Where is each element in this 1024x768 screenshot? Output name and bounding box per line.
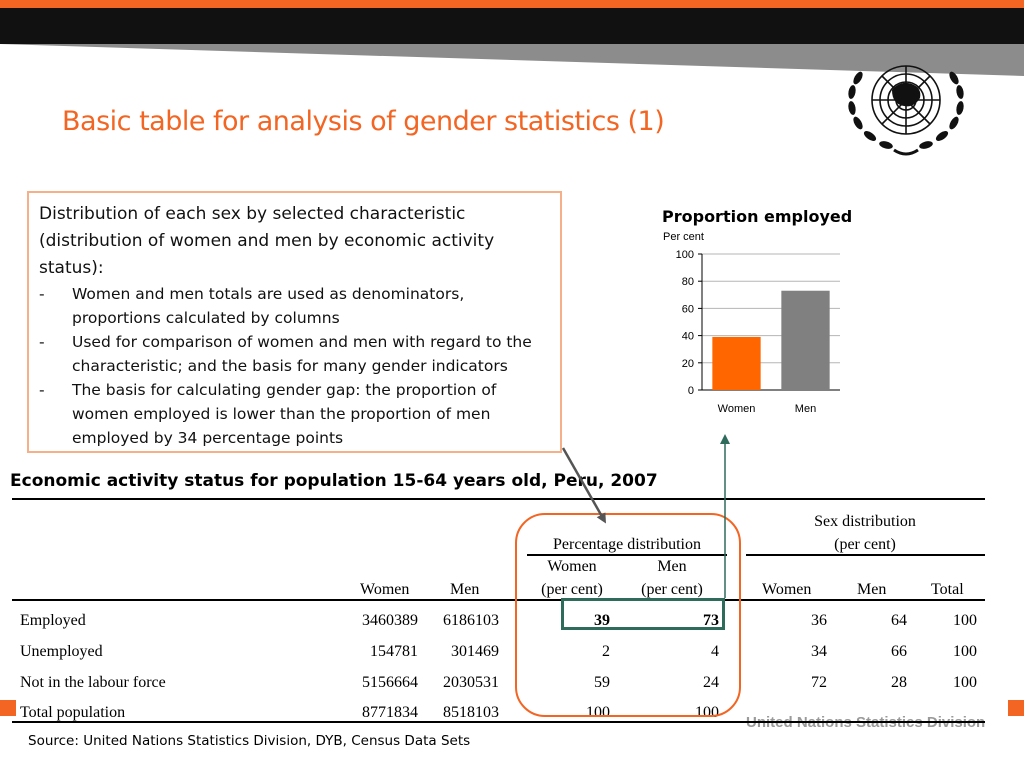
cell-sex-women: 34	[811, 643, 827, 660]
table-title: Economic activity status for population …	[10, 471, 658, 491]
note-bullet: - Women and men totals are used as denom…	[39, 282, 550, 330]
table-bottom-rule	[12, 721, 985, 723]
group-header-sex-unit: (per cent)	[834, 536, 896, 553]
cell-sex-men: 66	[891, 643, 907, 660]
row-label: Not in the labour force	[20, 674, 166, 691]
un-emblem-icon	[848, 65, 964, 156]
y-tick-label: 80	[682, 276, 694, 288]
note-box: Distribution of each sex by selected cha…	[27, 191, 562, 453]
cell-women: 8771834	[362, 704, 418, 721]
col-header-women: Women	[360, 581, 410, 598]
cell-sex-total: 100	[953, 612, 977, 629]
bullet-text: Used for comparison of women and men wit…	[72, 333, 532, 375]
cell-men: 6186103	[443, 612, 499, 629]
col-header-sex-total: Total	[931, 581, 964, 598]
cell-sex-women: 72	[811, 674, 827, 691]
col-header-sex-women: Women	[762, 581, 812, 598]
y-tick-label: 0	[688, 385, 694, 397]
bar-men	[781, 290, 830, 390]
y-tick-label: 60	[682, 303, 694, 315]
group-header-sex: Sex distribution	[814, 513, 916, 530]
slide-title: Basic table for analysis of gender stati…	[62, 106, 665, 137]
note-bullet: - Used for comparison of women and men w…	[39, 330, 550, 378]
cell-sex-women: 36	[811, 612, 827, 629]
cell-pct-women: 59	[594, 674, 610, 691]
note-bullet: - The basis for calculating gender gap: …	[39, 378, 550, 450]
source-note: Source: United Nations Statistics Divisi…	[28, 733, 471, 749]
bullet-dash: -	[39, 285, 45, 303]
cell-men: 301469	[451, 643, 499, 660]
cell-women: 5156664	[362, 674, 418, 691]
col-header-pct-women: Women	[547, 558, 597, 575]
x-tick-label: Women	[718, 403, 756, 415]
cell-sex-men: 64	[891, 612, 907, 629]
bar-chart: 0 20 40 60 80 100 Women Men	[676, 249, 840, 415]
y-tick-label: 20	[682, 358, 694, 370]
bullet-text: Women and men totals are used as denomin…	[72, 285, 465, 327]
sex-group-rule	[746, 554, 985, 556]
chart-ylabel: Per cent	[663, 231, 704, 243]
col-header-men: Men	[450, 581, 480, 598]
pct-group-rule	[527, 554, 727, 556]
cell-pct-men: 73	[703, 612, 719, 629]
cell-sex-total: 100	[953, 643, 977, 660]
cell-men: 8518103	[443, 704, 499, 721]
bullet-dash: -	[39, 333, 45, 351]
percentage-highlight	[515, 513, 741, 717]
row-label: Unemployed	[20, 643, 103, 660]
cell-pct-men: 24	[703, 674, 719, 691]
table-top-rule	[12, 498, 985, 500]
chart-title: Proportion employed	[662, 207, 853, 226]
row-label: Total population	[20, 704, 126, 721]
cell-women: 154781	[370, 643, 418, 660]
top-black-band	[0, 8, 1024, 44]
cell-pct-men: 4	[711, 643, 719, 660]
cell-women: 3460389	[362, 612, 418, 629]
col-header-pct-men-unit: (per cent)	[641, 581, 703, 598]
cell-men: 2030531	[443, 674, 499, 691]
y-tick-label: 40	[682, 331, 694, 343]
top-orange-stripe	[0, 0, 1024, 8]
footer-orange-left	[0, 700, 16, 716]
cell-sex-total: 100	[953, 674, 977, 691]
bar-women	[712, 336, 761, 390]
footer-orange-right	[1008, 700, 1024, 716]
grey-band	[0, 44, 1024, 76]
row-label: Employed	[20, 612, 86, 629]
y-tick-label: 100	[676, 249, 694, 261]
cell-pct-women: 2	[602, 643, 610, 660]
col-header-pct-men: Men	[657, 558, 687, 575]
group-header-percentage: Percentage distribution	[553, 536, 701, 553]
cell-sex-men: 28	[891, 674, 907, 691]
bullet-text: The basis for calculating gender gap: th…	[72, 381, 497, 447]
employed-highlight	[561, 598, 725, 630]
x-tick-label: Men	[795, 403, 816, 415]
bullet-dash: -	[39, 381, 45, 399]
col-header-pct-women-unit: (per cent)	[541, 581, 603, 598]
note-intro: Distribution of each sex by selected cha…	[39, 204, 495, 278]
col-header-sex-men: Men	[857, 581, 887, 598]
cell-pct-women: 39	[594, 612, 610, 629]
header-bottom-rule	[12, 599, 985, 601]
